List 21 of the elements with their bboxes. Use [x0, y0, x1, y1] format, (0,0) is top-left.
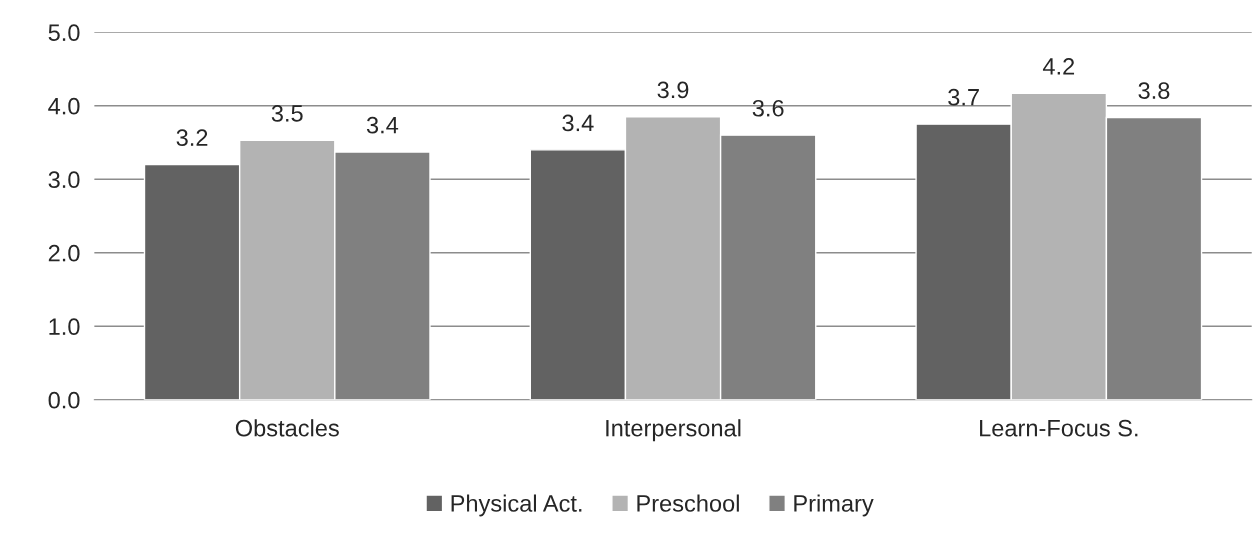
legend-label: Primary: [794, 494, 874, 517]
data-label: 3.8: [1138, 82, 1170, 99]
legend-label: Physical Act.: [451, 494, 582, 517]
y-tick-label: 1.0: [49, 318, 80, 336]
x-tick-label: Interpersonal: [606, 419, 741, 442]
data-label: 3.9: [657, 81, 689, 99]
data-label: 4.2: [1042, 58, 1075, 75]
y-tick-label: 2.0: [48, 244, 80, 262]
x-tick-label: Learn-Focus S.: [980, 419, 1138, 437]
data-label: 3.4: [366, 116, 399, 134]
y-tick-label: 3.0: [48, 171, 80, 189]
y-tick-label: 0.0: [48, 391, 80, 409]
y-tick-label: 4.0: [48, 97, 80, 115]
y-tick-label: 5.0: [48, 24, 80, 42]
data-label: 3.4: [562, 114, 594, 132]
legend-label: Preschool: [637, 494, 739, 512]
data-label: 3.6: [752, 99, 784, 117]
data-label: 3.5: [271, 105, 303, 122]
data-label: 3.2: [176, 129, 208, 147]
x-tick-label: Obstacles: [235, 419, 339, 437]
data-label: 3.7: [948, 88, 979, 106]
